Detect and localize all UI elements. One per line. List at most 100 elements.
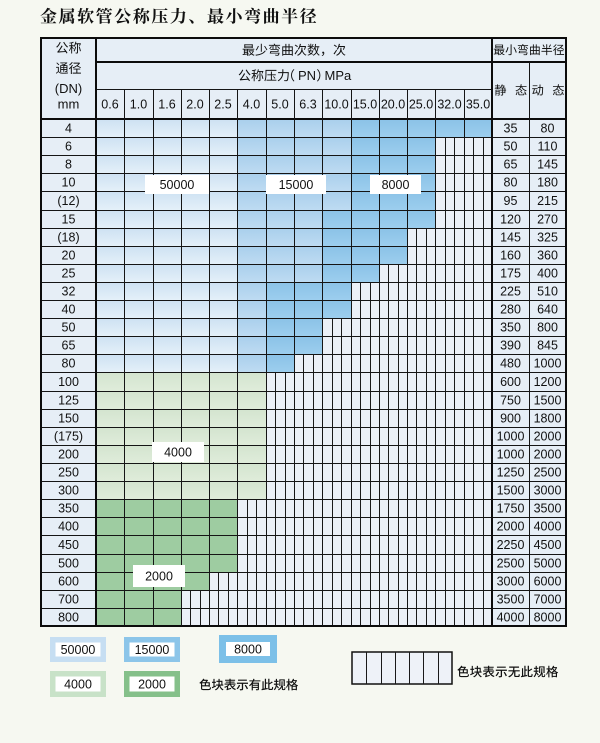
svg-text:1250: 1250 [497,466,525,480]
svg-text:1000: 1000 [534,357,562,371]
svg-text:20.0: 20.0 [381,97,405,111]
svg-text:(175): (175) [54,430,83,444]
svg-text:400: 400 [58,520,79,534]
svg-text:3500: 3500 [497,593,525,607]
svg-text:600: 600 [58,575,79,589]
svg-text:25: 25 [62,267,76,281]
svg-text:200: 200 [58,448,79,462]
svg-text:250: 250 [58,466,79,480]
svg-text:50000: 50000 [160,178,195,192]
svg-text:(DN): (DN) [55,81,82,96]
svg-text:6.3: 6.3 [299,97,316,111]
svg-text:15000: 15000 [279,178,314,192]
svg-text:80: 80 [541,122,555,136]
svg-text:1.0: 1.0 [130,97,147,111]
svg-text:4.0: 4.0 [243,97,260,111]
svg-text:5.0: 5.0 [271,97,288,111]
svg-text:150: 150 [58,412,79,426]
svg-text:390: 390 [500,339,521,353]
svg-text:100: 100 [58,375,79,389]
svg-text:1750: 1750 [497,502,525,516]
svg-text:PN: PN [298,68,316,83]
svg-text:1500: 1500 [497,484,525,498]
svg-text:32.0: 32.0 [437,97,461,111]
svg-text:2000: 2000 [138,678,166,692]
svg-text:4000: 4000 [64,678,92,692]
svg-text:2250: 2250 [497,538,525,552]
svg-text:20: 20 [62,249,76,263]
svg-text:50: 50 [504,140,518,154]
svg-text:5000: 5000 [534,557,562,571]
svg-text:50: 50 [62,321,76,335]
svg-text:1.6: 1.6 [158,97,175,111]
svg-text:800: 800 [537,321,558,335]
svg-text:110: 110 [538,140,558,154]
svg-text:8000: 8000 [382,178,410,192]
svg-text:1800: 1800 [534,412,562,426]
svg-text:3000: 3000 [534,484,562,498]
svg-text:4000: 4000 [534,520,562,534]
svg-text:450: 450 [58,538,79,552]
svg-text:2000: 2000 [145,570,173,584]
svg-text:225: 225 [500,285,521,299]
svg-text:2500: 2500 [497,557,525,571]
svg-text:510: 510 [537,285,558,299]
svg-text:350: 350 [500,321,521,335]
svg-text:35.0: 35.0 [466,97,490,111]
svg-text:1000: 1000 [497,448,525,462]
svg-text:300: 300 [58,484,79,498]
svg-text:35: 35 [504,122,518,136]
svg-text:180: 180 [537,176,558,190]
svg-text:6000: 6000 [534,575,562,589]
svg-text:2000: 2000 [497,520,525,534]
svg-text:4500: 4500 [534,538,562,552]
svg-text:640: 640 [537,303,558,317]
svg-text:(18): (18) [57,231,79,245]
svg-text:325: 325 [537,231,558,245]
svg-text:900: 900 [500,412,521,426]
svg-text:145: 145 [537,158,558,172]
svg-text:3000: 3000 [497,575,525,589]
svg-text:120: 120 [500,213,521,227]
svg-text:2000: 2000 [534,430,562,444]
svg-text:400: 400 [537,267,558,281]
svg-text:8000: 8000 [234,643,262,657]
svg-text:145: 145 [500,231,521,245]
svg-text:15.0: 15.0 [353,97,377,111]
svg-text:2000: 2000 [534,448,562,462]
svg-text:2.5: 2.5 [214,97,231,111]
svg-text:8: 8 [65,158,72,172]
svg-text:1500: 1500 [534,394,562,408]
svg-text:480: 480 [500,357,521,371]
svg-text:(12): (12) [57,194,79,208]
svg-text:500: 500 [58,557,79,571]
svg-text:80: 80 [62,357,76,371]
svg-text:270: 270 [537,213,558,227]
svg-text:360: 360 [537,249,558,263]
svg-text:65: 65 [504,158,518,172]
svg-text:160: 160 [500,249,521,263]
svg-text:80: 80 [504,176,518,190]
svg-text:95: 95 [504,194,518,208]
svg-text:280: 280 [500,303,521,317]
svg-text:10.0: 10.0 [324,97,348,111]
svg-text:1000: 1000 [497,430,525,444]
svg-text:4: 4 [65,122,72,136]
svg-text:2.0: 2.0 [186,97,203,111]
svg-text:1200: 1200 [534,375,562,389]
svg-text:4000: 4000 [497,611,525,625]
svg-text:600: 600 [500,375,521,389]
svg-text:2500: 2500 [534,466,562,480]
svg-text:mm: mm [58,96,80,111]
svg-text:175: 175 [500,267,521,281]
svg-text:215: 215 [537,194,558,208]
svg-text:6: 6 [65,140,72,154]
svg-text:4000: 4000 [164,446,192,460]
svg-text:125: 125 [58,394,79,408]
svg-text:350: 350 [58,502,79,516]
svg-text:32: 32 [62,285,76,299]
svg-text:40: 40 [62,303,76,317]
svg-text:15: 15 [62,213,76,227]
svg-text:3500: 3500 [534,502,562,516]
svg-text:750: 750 [500,394,521,408]
